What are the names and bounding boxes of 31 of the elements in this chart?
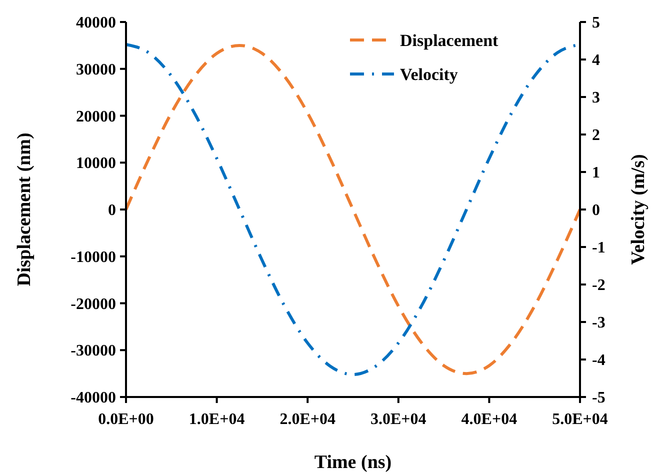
y-tick-label: -10000	[70, 248, 116, 266]
x-tick-label: 1.0E+04	[188, 411, 245, 428]
y2-axis-title: Velocity (m/s)	[628, 154, 649, 265]
x-tick-label: 4.0E+04	[461, 411, 518, 428]
y-tick-label: 10000	[76, 155, 116, 172]
y2-tick-label: -3	[592, 314, 606, 332]
y-tick-label: 20000	[76, 108, 116, 126]
y2-tick-label: 5	[592, 14, 600, 32]
y-tick-label: 40000	[76, 14, 116, 32]
y-axis-title: Displacement (nm)	[14, 132, 35, 286]
x-tick-label: 0.0E+00	[98, 411, 154, 428]
x-tick-label: 5.0E+04	[552, 411, 608, 428]
y2-tick-label: -1	[592, 240, 606, 257]
y2-tick-label: 4	[592, 52, 600, 70]
y2-tick-label: -2	[592, 277, 606, 294]
x-axis-title: Time (ns)	[314, 452, 392, 473]
y-tick-label: 30000	[76, 61, 116, 78]
y-tick-label: -20000	[70, 296, 116, 313]
y2-tick-label: 1	[592, 164, 600, 182]
y2-tick-label: 3	[592, 90, 600, 107]
y-tick-label: -30000	[70, 342, 116, 360]
y-tick-label: -40000	[70, 390, 116, 407]
x-tick-label: 3.0E+04	[370, 411, 426, 428]
legend-label: Velocity	[400, 64, 458, 84]
y2-tick-label: 2	[592, 127, 600, 144]
legend-label: Displacement	[400, 30, 499, 50]
y2-tick-label: -4	[592, 352, 606, 370]
y2-tick-label: -5	[592, 390, 606, 407]
x-tick-label: 2.0E+04	[280, 411, 336, 428]
y-tick-label: 0	[108, 202, 116, 220]
y2-tick-label: 0	[592, 202, 600, 220]
